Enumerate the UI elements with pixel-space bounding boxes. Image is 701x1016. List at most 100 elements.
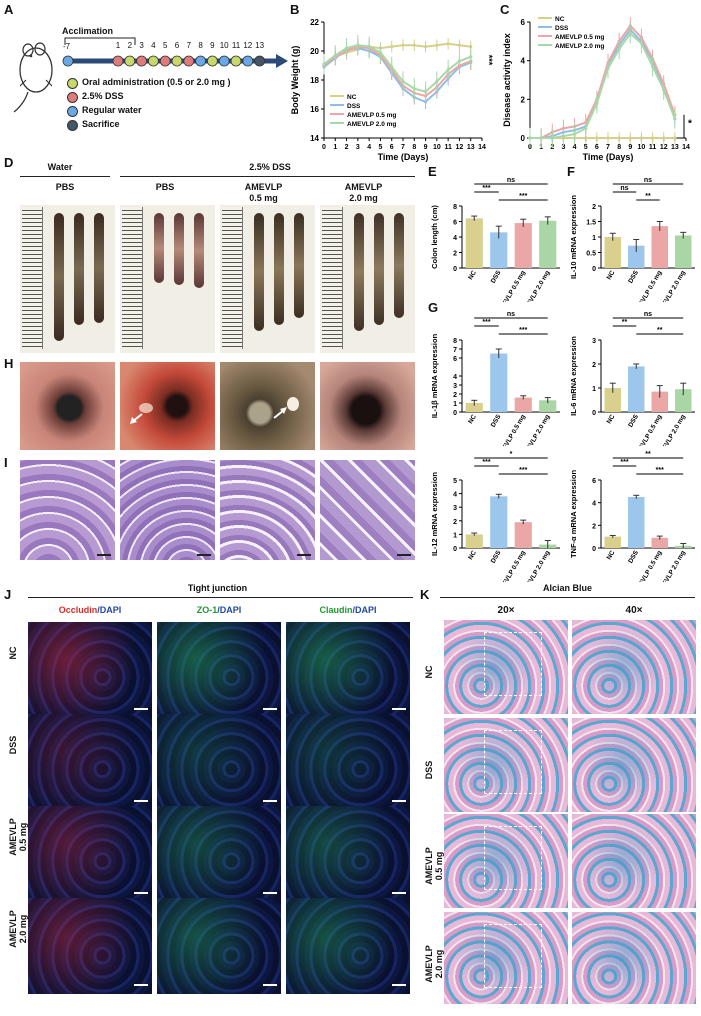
bar-2 [514,223,532,268]
if-image-r1-c2 [286,714,410,806]
series-0-point-12 [662,136,666,140]
sig-label-0: ** [645,451,651,458]
timeline-day-2-dot [124,55,136,67]
bar-1 [490,496,508,548]
if-header-1-marker: ZO-1 [196,605,218,615]
x-tick-label-9: 9 [628,144,632,151]
y-tick-label-1: 1 [453,532,457,539]
timeline-day-12-label: 12 [243,41,253,50]
series-3-point-5 [584,126,588,130]
timeline-day-2-label: 2 [127,41,133,50]
timeline-day-8-label: 8 [198,41,203,50]
ab-header-0: 20× [497,605,515,616]
series-0-point-10 [435,43,439,47]
timeline-day-13-label: 13 [255,41,265,50]
series-0-point-11 [650,136,655,140]
if-image-r3-c1 [157,898,281,994]
x-tick-label-12: 12 [456,144,464,151]
if-image-r3-c0 [28,898,152,994]
series-0-point-7 [606,136,610,140]
if-header-1: ZO-1/DAPI [157,605,281,615]
x-tick-label-5: 5 [584,144,588,151]
tight-junction-title: Tight junction [187,583,248,593]
chart-disease-activity: 024601234567891011121314Time (Days)Disea… [502,16,692,162]
if-scalebar-r3-c1 [263,984,277,986]
series-2-line [323,45,472,98]
category-label-1: DSS [627,413,640,429]
ab-zoom-box-r2 [484,826,542,890]
x-tick-label-6: 6 [595,144,599,151]
timeline-day-7-dot [183,55,195,67]
panel-label-f: F [567,164,575,179]
series-3-point-3 [356,43,360,47]
y-tick-label-2: 2 [592,204,596,211]
y-tick-label-2: 2 [592,523,596,530]
timeline-day-13-dot [254,55,266,67]
y-tick-label-8: 8 [453,204,457,211]
y-tick-label-4: 4 [592,501,596,508]
timeline-day-4-label: 4 [151,41,156,50]
group-pbs-dss: PBS [155,182,175,192]
if-header-0: Occludin/DAPI [28,605,152,615]
timeline-day-3-label: 3 [139,41,144,50]
legend-1-label: DSS [555,25,569,32]
series-3-point-0 [528,136,532,140]
if-header-0-dapi: /DAPI [97,605,122,615]
x-tick-label-14: 14 [682,144,690,151]
series-0-point-8 [617,136,621,140]
timeline-day-6-dot [171,55,183,67]
if-image-r0-c1 [157,622,281,714]
if-image-r2-c2 [286,806,410,898]
ab-image-r3-c1 [572,912,696,1004]
x-tick-label-9: 9 [424,144,428,151]
x-tick-label-10: 10 [433,144,441,151]
series-3-point-6 [595,101,599,105]
sig-annotation: * [688,118,692,129]
if-scalebar-r3-c2 [392,984,406,986]
colon-0-0 [54,213,64,341]
series-3-line [530,32,676,139]
timeline-acclimation-dot [62,55,74,67]
if-scalebar-r0-c0 [134,708,148,710]
endoscopy-amevlp-05 [220,362,315,450]
day-start-label: -7 [63,42,71,51]
sig-label-1: *** [482,459,490,466]
x-axis-title: Time (Days) [583,152,634,162]
series-0-point-12 [457,43,462,47]
x-tick-label-0: 0 [322,144,326,151]
series-3-point-8 [412,87,416,91]
histology-nc [20,460,115,560]
y-tick-label-2: 2 [592,362,596,369]
sig-label-0: ns [507,311,515,318]
x-tick-label-14: 14 [478,144,486,151]
sig-label-2: *** [519,327,527,334]
bar-2 [514,522,532,548]
if-header-2-marker: Claudin [319,605,353,615]
ab-image-r1-c1 [572,718,696,812]
x-tick-label-3: 3 [561,144,565,151]
series-3-point-7 [401,79,405,84]
timeline-day-10-dot [218,55,230,67]
colon-3-0 [354,213,364,331]
timeline [62,54,288,68]
series-3-point-13 [673,117,677,121]
y-tick-label-4: 4 [453,235,457,242]
x-tick-label-4: 4 [573,144,577,151]
legend-2-label: Regular water [82,105,142,115]
endoscopy-amevlp-20 [320,362,415,450]
series-3-point-9 [423,90,428,94]
water-line [20,176,110,177]
histology-dss [120,460,215,560]
panel-label-e: E [428,164,437,179]
y-axis-title: Colon length (cm) [430,205,439,269]
series-0-point-6 [390,45,394,49]
if-row-label-3: AMEVLP 2.0 mg [8,910,28,948]
y-tick-label-0: 0 [592,410,596,417]
series-2-line [530,24,676,139]
timeline-day-11-label: 11 [231,41,241,50]
bar-0 [465,218,483,268]
legend-3-label: Sacrifice [82,119,120,129]
timeline-day-labels: 1 2 3 4 5 6 7 8 9 10 11 12 13 [60,41,290,51]
